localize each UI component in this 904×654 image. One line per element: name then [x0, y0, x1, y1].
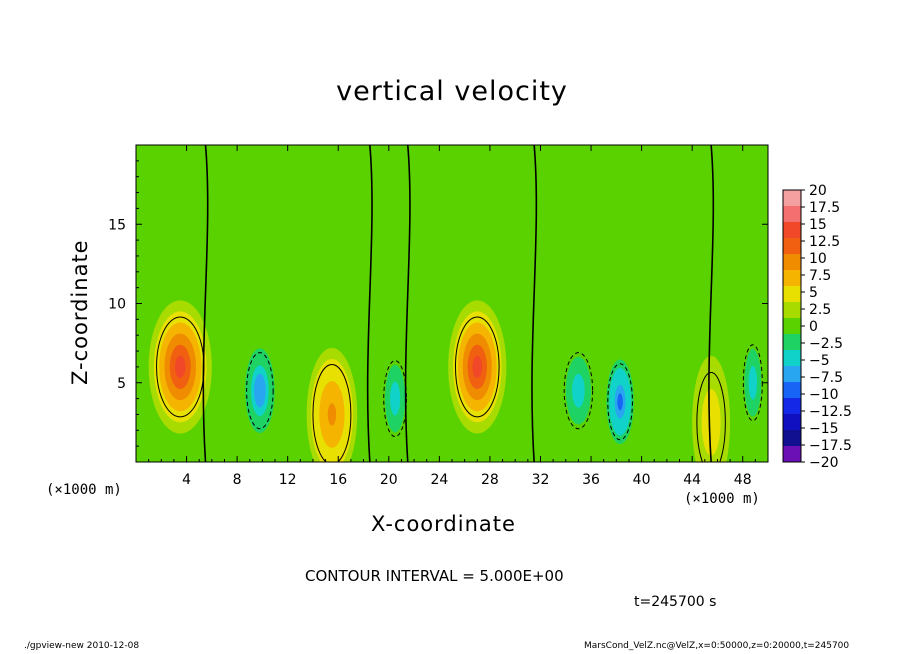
field-anomaly — [559, 339, 598, 442]
colorbar-label: 7.5 — [809, 268, 831, 284]
field-anomaly — [740, 332, 766, 434]
x-tick-label: 44 — [683, 472, 701, 488]
x-tick-label: 28 — [481, 472, 499, 488]
zero-contour — [202, 145, 209, 462]
field-anomaly — [148, 300, 212, 434]
colorbar-label: −2.5 — [809, 336, 843, 352]
field-anomaly — [603, 351, 637, 453]
y-tick-label: 15 — [108, 217, 126, 233]
x-tick-label: 8 — [233, 472, 242, 488]
colorbar-swatch — [783, 270, 801, 286]
colorbar-label: −5 — [809, 353, 830, 369]
field-band — [617, 393, 623, 411]
y-axis-label: Z-coordinate — [68, 239, 92, 385]
x-tick-label: 36 — [582, 472, 600, 488]
field-band — [472, 355, 483, 378]
field-anomaly — [692, 355, 731, 462]
colorbar-swatch — [783, 238, 801, 254]
x-unit-left: (×1000 m) — [46, 482, 122, 498]
x-tick-label: 16 — [329, 472, 347, 488]
contour-line — [454, 316, 500, 418]
zero-contour — [531, 145, 538, 462]
colorbar-swatch — [783, 302, 801, 318]
colorbar-label: −15 — [809, 421, 839, 437]
plot-background — [136, 145, 768, 462]
colorbar-swatch — [783, 254, 801, 270]
contour-interval-label: CONTOUR INTERVAL = 5.000E+00 — [305, 567, 564, 585]
field-band — [256, 382, 263, 400]
contour-line — [312, 364, 352, 462]
colorbar-label: −10 — [809, 387, 839, 403]
field-anomaly — [306, 347, 358, 462]
footer-left: ./gpview-new 2010-12-08 — [24, 641, 140, 651]
colorbar-label: −20 — [809, 455, 839, 471]
zero-contour — [404, 145, 411, 462]
colorbar-swatch — [783, 350, 801, 366]
colorbar-swatch — [783, 382, 801, 398]
colorbar-label: −17.5 — [809, 438, 852, 454]
zero-contour — [708, 145, 715, 462]
colorbar-label: 15 — [809, 217, 827, 233]
x-axis-label: X-coordinate — [371, 512, 516, 536]
zero-contour — [366, 145, 373, 462]
colorbar-label: 0 — [809, 319, 818, 335]
time-label: t=245700 s — [634, 594, 717, 610]
field-anomaly — [379, 347, 411, 450]
x-tick-label: 4 — [182, 472, 191, 488]
y-tick-label: 10 — [108, 297, 126, 313]
colorbar-swatch — [783, 222, 801, 238]
x-tick-label: 20 — [380, 472, 398, 488]
colorbar-swatch — [783, 286, 801, 302]
x-unit-right: (×1000 m) — [684, 491, 760, 507]
contour-layer — [156, 145, 763, 462]
contour-line — [246, 352, 274, 430]
colorbar-label: 12.5 — [809, 234, 840, 250]
y-tick-label: 5 — [117, 376, 126, 392]
colorbar-swatch — [783, 446, 801, 462]
colorbar-swatch — [783, 398, 801, 414]
field-band — [392, 390, 398, 408]
contour-line — [383, 360, 407, 438]
chart-title: vertical velocity — [336, 76, 568, 107]
colorbar-label: −12.5 — [809, 404, 852, 420]
colorbar-label: −7.5 — [809, 370, 843, 386]
field-band — [174, 355, 186, 378]
colorbar-swatch — [783, 318, 801, 334]
field-band — [327, 403, 337, 426]
colorbar-label: 10 — [809, 251, 827, 267]
field-band — [750, 374, 755, 392]
x-tick-label: 40 — [633, 472, 651, 488]
contour-line — [607, 363, 633, 441]
colorbar-label: 5 — [809, 285, 818, 301]
colorbar: 2017.51512.5107.552.50−2.5−5−7.5−10−12.5… — [782, 183, 852, 471]
colorbar-swatch — [783, 366, 801, 382]
colorbar-swatch — [783, 414, 801, 430]
x-tick-label: 32 — [532, 472, 550, 488]
colorbar-label: 17.5 — [809, 200, 840, 216]
x-tick-label: 48 — [734, 472, 752, 488]
field-anomaly — [242, 339, 278, 442]
colorbar-label: 20 — [809, 183, 827, 199]
colorbar-swatch — [783, 430, 801, 446]
x-tick-label: 12 — [279, 472, 297, 488]
colorbar-swatch — [783, 190, 801, 206]
colorbar-swatch — [783, 206, 801, 222]
footer-right: MarsCond_VelZ.nc@VelZ,x=0:50000,z=0:2000… — [584, 641, 850, 651]
colorbar-swatch — [783, 334, 801, 350]
field-band — [575, 382, 582, 400]
contour-line — [563, 352, 594, 430]
contour-line — [696, 371, 726, 462]
colorbar-label: 2.5 — [809, 302, 831, 318]
field-anomaly — [448, 300, 507, 434]
x-tick-label: 24 — [430, 472, 448, 488]
